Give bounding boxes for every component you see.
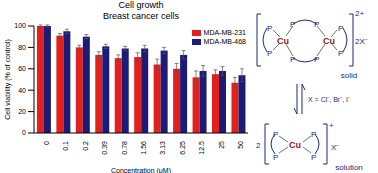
svg-text:0.1: 0.1 — [62, 141, 69, 151]
svg-text:25: 25 — [218, 141, 225, 149]
svg-text:Cu: Cu — [323, 36, 335, 46]
svg-text:Cu: Cu — [277, 36, 289, 46]
svg-text:P: P — [314, 20, 319, 29]
svg-text:solution: solution — [335, 163, 363, 172]
svg-text:Concentration (μM): Concentration (μM) — [111, 167, 171, 173]
svg-text:Cu: Cu — [289, 140, 301, 150]
svg-text:P: P — [267, 24, 272, 33]
svg-text:50: 50 — [237, 141, 244, 149]
html-text:Breast cancer cells: Breast cancer cells — [103, 11, 179, 21]
html-text:MDA-MB-231: MDA-MB-231 — [203, 29, 246, 36]
svg-text:2+: 2+ — [355, 9, 364, 18]
svg-text:P: P — [311, 153, 316, 162]
svg-text:1.56: 1.56 — [140, 141, 147, 155]
svg-text:P: P — [267, 49, 272, 58]
svg-text:40: 40 — [18, 87, 26, 94]
svg-text:20: 20 — [18, 108, 26, 115]
svg-text:80: 80 — [18, 44, 26, 51]
svg-text:0.39: 0.39 — [101, 141, 108, 155]
svg-text:3.13: 3.13 — [159, 141, 166, 155]
svg-text:6.25: 6.25 — [179, 141, 186, 155]
svg-text:2: 2 — [256, 141, 261, 150]
svg-text:P: P — [290, 55, 295, 64]
svg-text:12.5: 12.5 — [198, 141, 205, 155]
svg-text:P: P — [314, 55, 319, 64]
html-text:Cell growth: Cell growth — [118, 0, 164, 10]
svg-text:0.78: 0.78 — [121, 141, 128, 155]
svg-text:P: P — [290, 20, 295, 29]
svg-text:60: 60 — [18, 65, 26, 72]
svg-text:X = Cl⁻, Br⁻, I⁻: X = Cl⁻, Br⁻, I⁻ — [308, 96, 351, 103]
svg-text:solid: solid — [341, 71, 357, 80]
html-text:MDA-MB-468: MDA-MB-468 — [203, 38, 246, 45]
svg-text:100: 100 — [14, 22, 26, 29]
svg-text:Cell viability (% of control): Cell viability (% of control) — [8, 39, 12, 120]
svg-text:+: + — [329, 121, 334, 130]
svg-text:P: P — [338, 49, 343, 58]
svg-text:2X⁻: 2X⁻ — [355, 37, 368, 46]
svg-text:P: P — [273, 130, 278, 139]
svg-text:0: 0 — [43, 141, 50, 145]
svg-text:P: P — [338, 24, 343, 33]
svg-text:P: P — [273, 153, 278, 162]
svg-text:P: P — [311, 130, 316, 139]
svg-text:0.2: 0.2 — [82, 141, 89, 151]
svg-text:X⁻: X⁻ — [331, 143, 339, 152]
svg-text:0: 0 — [22, 129, 26, 136]
